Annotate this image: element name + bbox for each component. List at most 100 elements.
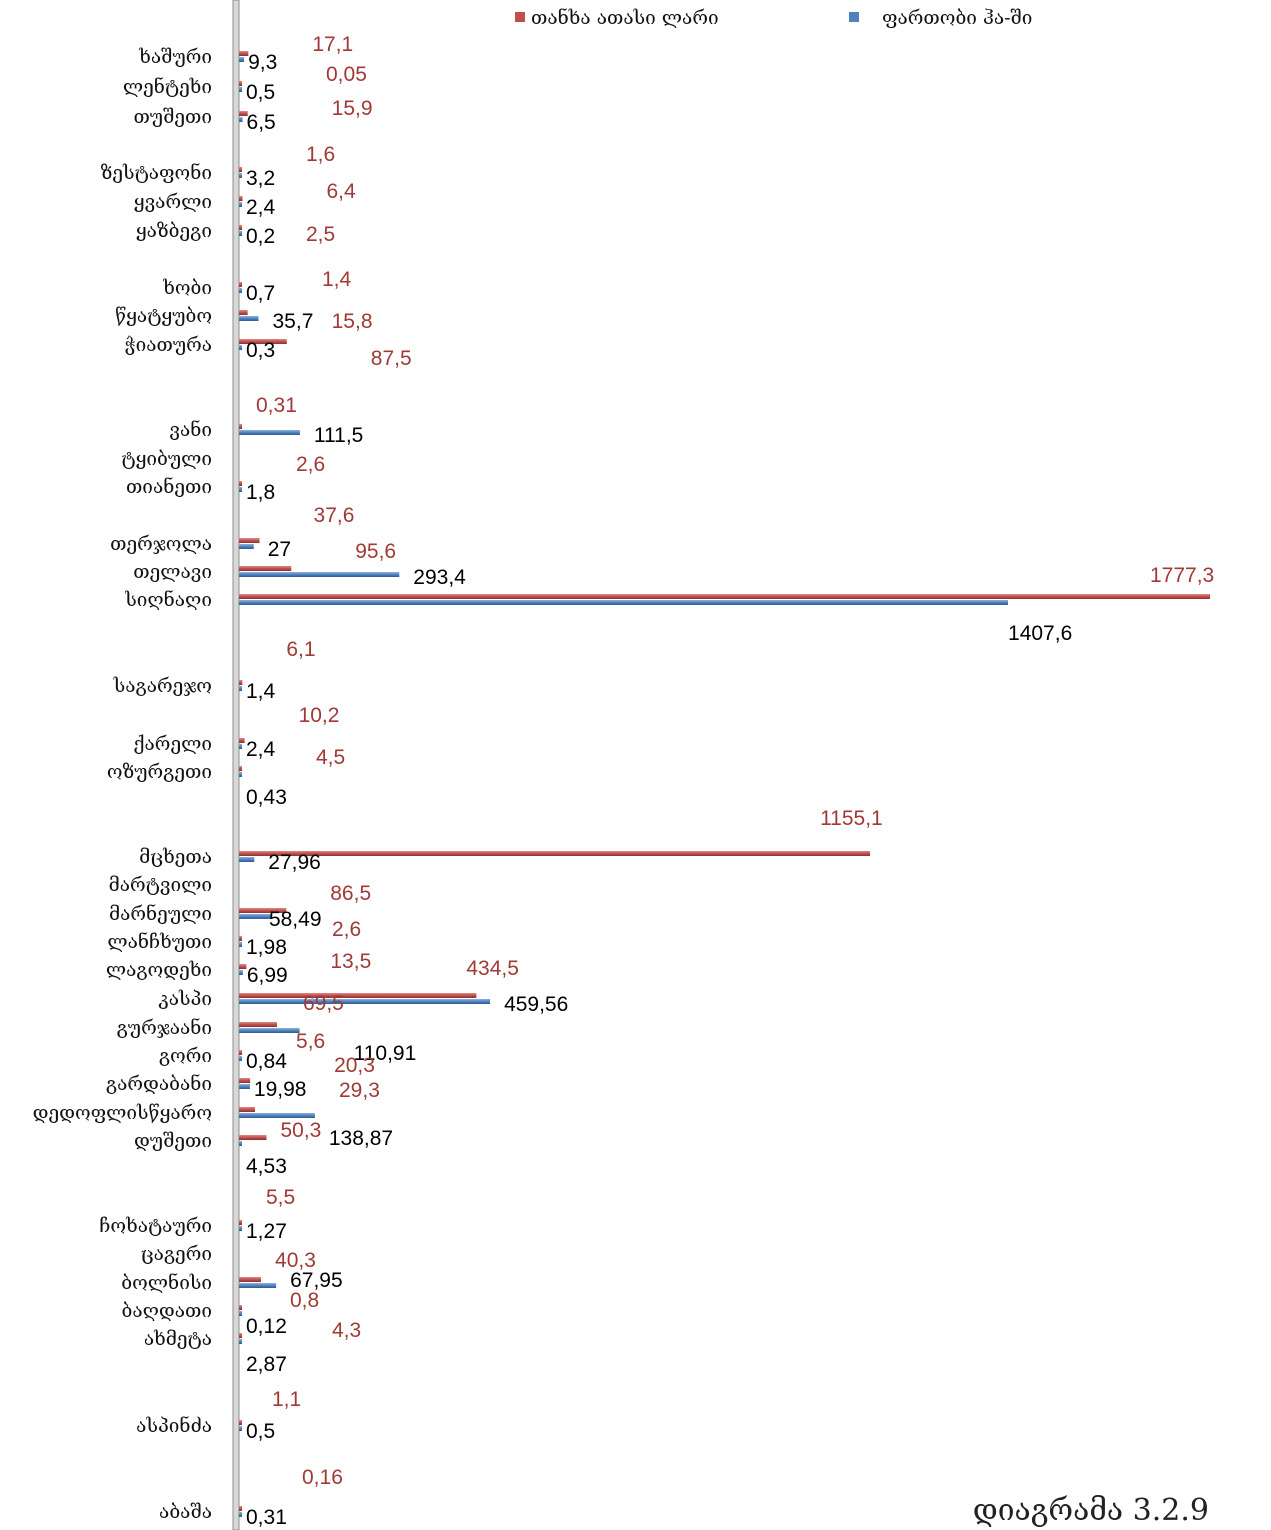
data-label-area: 58,49 — [269, 908, 322, 931]
data-label-area: 3,2 — [246, 167, 275, 190]
data-label-amount: 95,6 — [355, 540, 396, 563]
data-label-amount: 1155,1 — [820, 807, 883, 830]
legend-label-amount: თანხა ათასი ლარი — [531, 7, 719, 29]
data-label-amount: 20,3 — [334, 1054, 375, 1077]
data-label-area: 0,5 — [246, 1420, 275, 1443]
bar-amount — [239, 594, 1210, 599]
data-label-amount: 5,6 — [296, 1030, 325, 1053]
data-label-amount: 4,5 — [316, 746, 345, 769]
bar-amount — [239, 566, 292, 571]
bar-area — [239, 1283, 277, 1288]
category-label: ლანჩხუთი — [107, 931, 212, 953]
bar-area — [239, 1113, 315, 1118]
category-label: ბაღდათი — [121, 1300, 212, 1322]
data-label-area: 0,31 — [246, 1506, 287, 1529]
category-label: დედოფლისწყარო — [33, 1102, 212, 1124]
category-label: აბაშა — [159, 1501, 212, 1523]
data-label-area: 67,95 — [290, 1269, 343, 1292]
category-labels: ხაშური ლენტეხი თუშეთი ზესტაფონი ყვარლი ყაზბეგ… — [33, 46, 212, 1523]
bar-amount — [239, 993, 477, 998]
category-label: გურჯაანი — [117, 1017, 212, 1039]
data-label-area: 0,7 — [246, 282, 275, 305]
data-label-amount: 4,3 — [332, 1319, 361, 1342]
category-label: საგარეჯო — [113, 675, 212, 697]
bar-amount — [239, 1022, 277, 1027]
category-label: თერჯოლა — [110, 533, 212, 555]
bar-amount — [239, 51, 249, 56]
bar-area — [239, 316, 259, 321]
data-label-area: 111,5 — [314, 424, 363, 447]
category-label: ზესტაფონი — [101, 162, 212, 184]
bar-area — [239, 173, 242, 178]
category-label: ბოლნისი — [121, 1272, 212, 1294]
bar-area — [239, 1084, 250, 1089]
data-label-amount: 1777,3 — [1150, 564, 1214, 587]
bar-amount — [239, 1220, 243, 1225]
bar-amount — [239, 1333, 242, 1338]
data-label-area: 19,98 — [254, 1078, 307, 1101]
data-label-amount: 0,05 — [326, 63, 367, 86]
data-labels: 17,1 9,3 0,05 0,5 15,9 6,5 1,6 3,2 6,4 2,4 2,5 0,2 1… — [246, 33, 1214, 1529]
data-label-amount: 15,9 — [332, 97, 373, 120]
bar-amount — [239, 167, 242, 172]
data-label-area: 138,87 — [329, 1127, 393, 1150]
category-label: ლენტეხი — [123, 76, 212, 98]
bars — [239, 51, 1210, 1517]
data-label-amount: 434,5 — [466, 957, 519, 980]
bar-amount — [239, 282, 242, 287]
category-label: ტყიბული — [121, 448, 212, 470]
data-label-area: 27,96 — [268, 851, 321, 874]
bar-area — [239, 1226, 242, 1231]
bar-area — [239, 772, 242, 777]
data-label-amount: 37,6 — [314, 504, 355, 527]
bar-area — [239, 1512, 242, 1517]
data-label-area: 0,43 — [246, 786, 287, 809]
bar-amount — [239, 424, 242, 429]
category-label: გარდაბანი — [106, 1073, 212, 1095]
bar-area — [239, 117, 243, 122]
category-axis — [232, 0, 240, 1530]
bar-amount — [239, 936, 242, 941]
data-label-area: 27 — [268, 538, 291, 561]
category-label: ახმეტა — [144, 1328, 212, 1350]
data-label-amount: 86,5 — [330, 882, 371, 905]
category-label: ხაშური — [138, 46, 212, 68]
data-label-area: 2,87 — [246, 1353, 287, 1376]
data-label-area: 110,91 — [354, 1042, 417, 1065]
category-label: კასპი — [158, 988, 212, 1010]
data-label-area: 9,3 — [248, 51, 277, 74]
data-label-amount: 10,2 — [299, 704, 340, 727]
bar-area — [239, 914, 271, 919]
data-label-area: 1,4 — [246, 680, 276, 703]
data-label-amount: 2,6 — [332, 918, 361, 941]
data-label-amount: 2,6 — [296, 453, 325, 476]
bar-amount — [239, 1420, 242, 1425]
data-label-area: 0,3 — [246, 339, 275, 362]
category-label: მცხეთა — [139, 846, 212, 868]
bar-area — [239, 744, 242, 749]
data-label-area: 0,5 — [246, 81, 275, 104]
legend-label-area: ფართობი ჰა-ში — [882, 7, 1032, 29]
bar-area — [239, 942, 242, 947]
data-label-area: 1407,6 — [1008, 622, 1072, 645]
data-label-amount: 15,8 — [332, 310, 373, 333]
bar-area — [239, 1056, 242, 1061]
data-label-amount: 5,5 — [266, 1186, 295, 1209]
data-label-amount: 1,6 — [306, 143, 335, 166]
category-label: ყვარლი — [134, 191, 212, 213]
data-label-area: 6,5 — [247, 111, 276, 134]
category-label: ასპინძა — [136, 1415, 212, 1437]
bar-area — [239, 430, 300, 435]
data-label-area: 1,8 — [246, 481, 275, 504]
bar-area — [239, 87, 242, 92]
category-label: თელავი — [133, 561, 212, 583]
category-label: დუშეთი — [134, 1130, 212, 1152]
bar-area — [239, 1426, 242, 1431]
bar-area — [239, 1311, 242, 1316]
legend: თანხა ათასი ლარი ფართობი ჰა-ში — [515, 7, 1032, 29]
data-label-area: 1,27 — [246, 1220, 287, 1243]
bar-amount — [239, 1506, 242, 1511]
data-label-amount: 0,16 — [302, 1466, 343, 1489]
data-label-area: 293,4 — [413, 566, 466, 589]
figure-caption: დიაგრამა 3.2.9 — [972, 1493, 1209, 1528]
